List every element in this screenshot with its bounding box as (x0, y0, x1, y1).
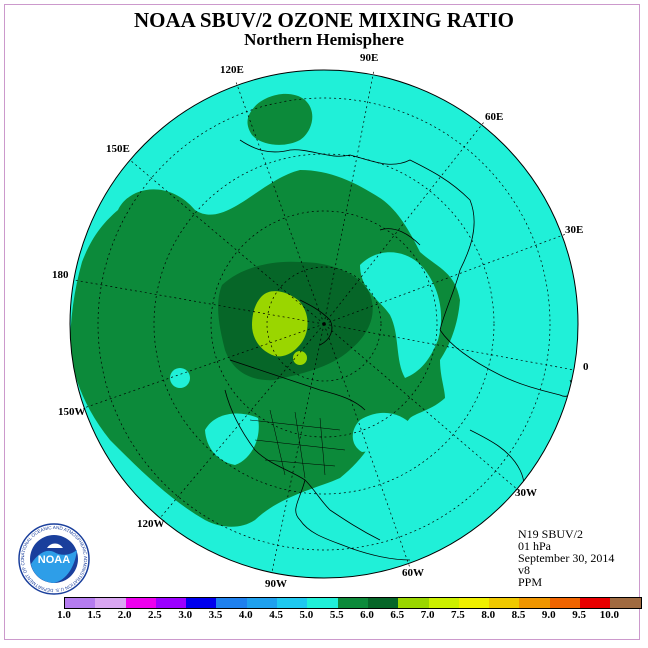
colorbar-swatch (610, 598, 641, 608)
colorbar-swatch (95, 598, 126, 608)
colorbar-tick-label: 4.0 (238, 609, 253, 621)
colorbar-swatch (337, 598, 368, 608)
info-units: PPM (518, 575, 543, 589)
colorbar-swatch (186, 598, 217, 608)
lon-label-90w: 90W (265, 578, 287, 590)
ozone-field-low-spot (170, 368, 190, 388)
lon-label-60w: 60W (402, 567, 424, 579)
ozone-field-low-west (205, 413, 259, 465)
ozone-field-peak (252, 291, 308, 357)
noaa-logo: NATIONAL OCEANIC AND ATMOSPHERIC ADMINIS… (17, 522, 90, 595)
map-subtitle: Northern Hemisphere (244, 30, 404, 49)
colorbar-swatch (125, 598, 156, 608)
info-level: 01 hPa (518, 539, 551, 553)
coastlines (224, 139, 573, 561)
colorbar-tick-label: 3.0 (178, 609, 193, 621)
lon-label-90e: 90E (360, 52, 378, 64)
colorbar-tick-label: 7.5 (451, 609, 465, 621)
lon-label-120w: 120W (137, 518, 165, 530)
lon-label-0: 0 (583, 361, 589, 373)
colorbar-tick-label: 2.5 (148, 609, 162, 621)
info-version: v8 (518, 563, 530, 577)
colorbar-tick-label: 8.5 (511, 609, 526, 621)
colorbar-tick-label: 1.0 (57, 609, 71, 621)
colorbar-swatch (65, 598, 96, 608)
colorbar-tick-label: 7.0 (420, 609, 435, 621)
colorbar-swatch (580, 598, 611, 608)
map-title: NOAA SBUV/2 OZONE MIXING RATIO (134, 8, 514, 32)
ozone-field-peak-spot (293, 351, 307, 365)
lon-label-30e: 30E (565, 224, 583, 236)
colorbar-swatch (216, 598, 247, 608)
colorbar-tick-label: 2.0 (117, 609, 132, 621)
colorbar-swatch (277, 598, 308, 608)
colorbar-tick-label: 6.0 (360, 609, 374, 621)
colorbar-swatch (428, 598, 459, 608)
colorbar-tick-label: 10.0 (599, 609, 620, 621)
lon-label-150w: 150W (58, 406, 86, 418)
colorbar-tick-label: 9.5 (572, 609, 586, 621)
lon-label-60e: 60E (485, 111, 503, 123)
colorbar-tick-label: 5.0 (299, 609, 314, 621)
colorbar-swatch (519, 598, 550, 608)
colorbar-tick-label: 1.5 (87, 609, 102, 621)
ozone-field-low-east (352, 412, 412, 452)
colorbar-tick-label: 5.5 (329, 609, 344, 621)
colorbar-ticks: 1.0 1.5 2.0 2.5 3.0 3.5 4.0 4.5 5.0 5.5 6.0 6.5 7.0 7… (52, 609, 619, 623)
info-block: N19 SBUV/2 01 hPa September 30, 2014 v8 … (518, 528, 614, 588)
colorbar-swatch (155, 598, 187, 608)
ozone-field-mid-siberia (247, 93, 313, 145)
colorbar (64, 597, 642, 609)
colorbar-swatch (489, 598, 520, 608)
graticule (73, 69, 575, 573)
logo-text: NOAA (38, 554, 70, 566)
colorbar-swatch (549, 598, 581, 608)
lon-label-180: 180 (52, 269, 69, 281)
colorbar-tick-label: 8.0 (481, 609, 496, 621)
lon-label-120e: 120E (220, 64, 244, 76)
colorbar-tick-label: 4.5 (269, 609, 283, 621)
map-boundary (69, 69, 579, 579)
colorbar-swatch (398, 598, 429, 608)
colorbar-swatch (367, 598, 399, 608)
colorbar-tick-label: 6.5 (390, 609, 405, 621)
ozone-field-low-north (360, 252, 442, 378)
lon-label-30w: 30W (515, 487, 537, 499)
colorbar-swatch (307, 598, 338, 608)
political-boundaries (249, 409, 346, 479)
info-date: September 30, 2014 (518, 551, 615, 565)
colorbar-tick-label: 3.5 (208, 609, 223, 621)
colorbar-swatch (458, 598, 490, 608)
info-instrument: N19 SBUV/2 (518, 527, 584, 541)
colorbar-swatch (246, 598, 278, 608)
figure-frame (4, 4, 640, 640)
lon-label-150e: 150E (106, 143, 130, 155)
colorbar-tick-label: 9.0 (541, 609, 556, 621)
